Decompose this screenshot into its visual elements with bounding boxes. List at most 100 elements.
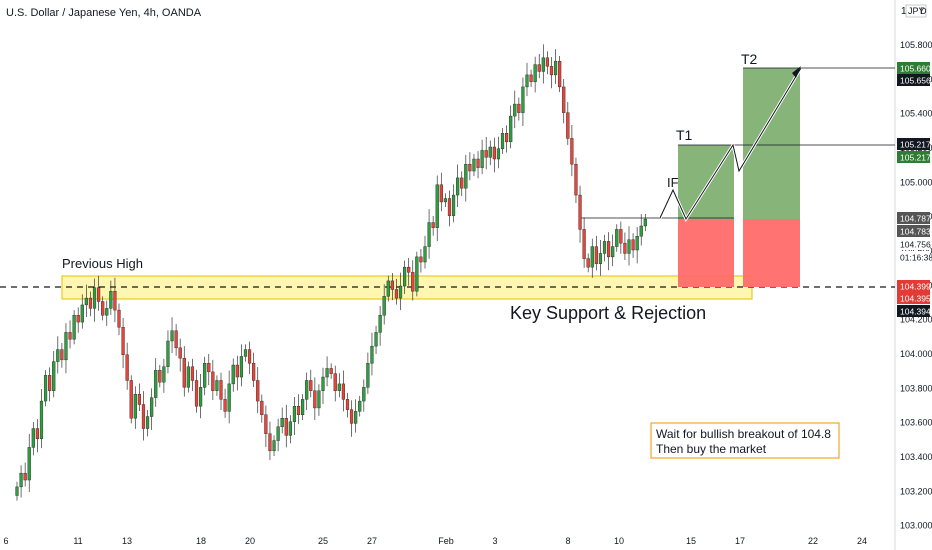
candle xyxy=(398,272,403,311)
candle xyxy=(96,275,101,311)
price-tag: 104.399 xyxy=(897,280,931,292)
price-tag: 105.656 xyxy=(897,74,931,86)
candle xyxy=(170,317,174,353)
svg-text:104.787: 104.787 xyxy=(900,214,931,224)
candle xyxy=(186,361,190,393)
if-label: IF xyxy=(667,175,679,190)
candle xyxy=(545,51,549,75)
candle xyxy=(472,153,476,177)
svg-text:105.217: 105.217 xyxy=(900,153,931,163)
candles xyxy=(15,44,647,501)
candle xyxy=(627,226,631,266)
x-tick-label: 27 xyxy=(367,536,377,546)
candle xyxy=(562,79,566,124)
candle xyxy=(345,392,350,418)
candle xyxy=(423,235,427,269)
candle xyxy=(105,300,109,326)
candle xyxy=(276,418,280,452)
x-tick-label: 17 xyxy=(735,536,745,546)
candle xyxy=(207,354,211,386)
candle xyxy=(284,404,288,448)
candle xyxy=(451,184,456,223)
svg-text:105.217: 105.217 xyxy=(900,140,931,150)
candle xyxy=(243,344,248,362)
candle xyxy=(231,358,235,392)
candle xyxy=(19,465,23,498)
y-tick-label: 105.400 xyxy=(900,109,932,119)
svg-text:104.394: 104.394 xyxy=(900,307,931,317)
candle xyxy=(394,278,399,305)
x-tick-label: 24 xyxy=(857,536,867,546)
candle xyxy=(150,388,154,430)
candle xyxy=(476,151,480,179)
t1-label: T1 xyxy=(676,127,693,143)
candle xyxy=(549,57,554,89)
candle xyxy=(247,341,252,374)
currency-selector[interactable]: 1( JPY D xyxy=(901,4,927,18)
t1-risk-zone xyxy=(678,219,734,287)
candle xyxy=(52,350,56,398)
candle xyxy=(203,356,207,396)
candle xyxy=(341,370,345,412)
price-tag: 104.395 xyxy=(897,292,931,304)
candle xyxy=(121,317,125,369)
candle xyxy=(48,367,52,402)
candle xyxy=(578,185,582,243)
candle xyxy=(39,389,44,449)
candle xyxy=(594,235,598,271)
candle xyxy=(166,330,170,374)
candle xyxy=(198,373,203,419)
price-tag: 104.756 xyxy=(897,238,931,250)
candle xyxy=(211,359,215,401)
candle xyxy=(435,175,439,242)
candle xyxy=(252,352,256,387)
x-tick-label: 20 xyxy=(245,536,255,546)
candle xyxy=(288,415,292,444)
svg-text:104.395: 104.395 xyxy=(900,294,931,304)
candle xyxy=(460,171,464,197)
svg-text:104.783: 104.783 xyxy=(900,227,931,237)
candle xyxy=(113,277,117,323)
candle xyxy=(158,365,162,388)
candle xyxy=(419,248,423,273)
candle xyxy=(76,307,80,333)
candle xyxy=(582,217,586,268)
t2-risk-zone xyxy=(743,219,800,287)
candle xyxy=(623,232,627,260)
candle xyxy=(235,355,239,391)
candle xyxy=(496,136,501,169)
candle xyxy=(280,407,284,434)
candle xyxy=(598,240,603,276)
candle xyxy=(558,56,562,93)
candle xyxy=(256,367,260,414)
candle xyxy=(325,356,329,387)
candle xyxy=(117,303,121,336)
candle xyxy=(125,342,129,390)
candle xyxy=(68,320,72,349)
x-axis[interactable]: 6 11 13 18 20 25 27 Feb 3 8 10 15 17 22 24 xyxy=(3,536,867,546)
candle xyxy=(374,325,378,355)
note-box xyxy=(650,422,840,459)
candle xyxy=(309,369,313,398)
price-tag: 104.787 xyxy=(897,212,931,224)
y-tick-label: 105.800 xyxy=(900,40,932,50)
candle xyxy=(378,305,382,346)
candle xyxy=(431,216,435,236)
candle xyxy=(586,253,590,273)
y-tick-label: 103.400 xyxy=(900,452,932,462)
candle xyxy=(615,224,619,252)
candle xyxy=(358,395,362,417)
candle xyxy=(602,234,607,262)
candle xyxy=(333,365,337,402)
candle xyxy=(313,377,317,420)
candle xyxy=(301,394,305,420)
candle xyxy=(607,232,611,271)
candle xyxy=(43,370,48,407)
candle xyxy=(23,462,27,487)
x-tick-label: 10 xyxy=(614,536,624,546)
currency-suffix: D xyxy=(920,6,927,16)
candle xyxy=(574,157,578,203)
candle xyxy=(31,422,35,456)
y-tick-label: 103.600 xyxy=(900,418,932,428)
